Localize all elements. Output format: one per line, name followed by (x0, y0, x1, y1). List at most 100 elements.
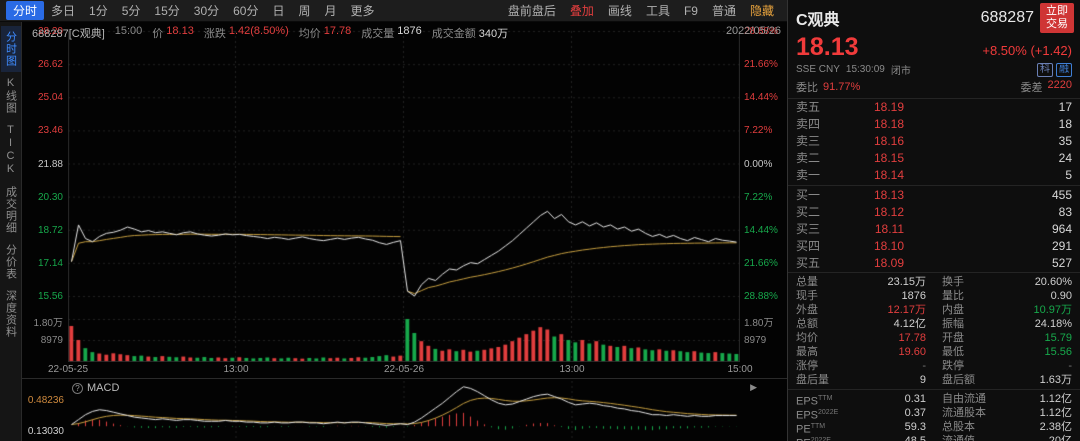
order-qty: 18 (1058, 117, 1072, 131)
tool-button[interactable]: 工具 (645, 4, 670, 18)
time-tick: 13:00 (559, 364, 585, 375)
macd-title[interactable]: MACD (87, 382, 120, 394)
tool-button[interactable]: F9 (683, 3, 698, 18)
sidebar-tab[interactable]: 深度资料 (4, 290, 17, 338)
order-row[interactable]: 买一 18.13 455 (788, 187, 1080, 204)
stat-row: 涨停 - 跌停 - (788, 359, 1080, 373)
order-price: 18.19 (873, 100, 904, 114)
percent-tick: 14.44% (744, 224, 778, 236)
sidebar-tab[interactable]: K线图 (4, 77, 17, 114)
order-row[interactable]: 卖二 18.15 24 (788, 150, 1080, 167)
stat-label: 盘后额 (942, 374, 975, 386)
percent-tick: 28.88% (744, 26, 778, 37)
price-volume-chart-canvas[interactable] (68, 22, 740, 362)
tool-button[interactable]: 普通 (711, 4, 736, 18)
help-icon[interactable]: ? (72, 382, 83, 394)
macd-chart-canvas[interactable] (68, 381, 740, 441)
period-tab[interactable]: 日 (272, 4, 285, 18)
field-value: 340万 (478, 28, 509, 40)
macd-max-label: 0.48236 (27, 395, 64, 406)
stock-badge: 融 (1056, 62, 1072, 77)
period-tab[interactable]: 更多 (350, 4, 375, 18)
period-tab[interactable]: 60分 (233, 4, 259, 18)
chart-header-field: 涨跌 1.42(8.50%) (204, 25, 289, 40)
tool-button[interactable]: 盘前盘后 (507, 4, 556, 18)
stat-cell: 均价 17.78 (788, 331, 934, 345)
chart-header-field: 成交金额 340万 (432, 25, 509, 40)
period-tab[interactable]: 月 (324, 4, 337, 18)
trade-now-button[interactable]: 立即交易 (1040, 3, 1074, 33)
order-row[interactable]: 卖三 18.16 35 (788, 133, 1080, 150)
quote-head: C观典 688287 立即交易 (788, 0, 1080, 33)
order-qty: 24 (1058, 151, 1072, 165)
fin-label: 总股本 (942, 421, 975, 433)
stat-label: 涨停 (796, 360, 818, 372)
period-tab[interactable]: 周 (298, 4, 311, 18)
order-level-label: 卖四 (796, 117, 821, 131)
order-row[interactable]: 卖五 18.19 17 (788, 99, 1080, 116)
order-row[interactable]: 买二 18.12 83 (788, 204, 1080, 221)
tool-button[interactable]: 隐藏 (749, 4, 774, 18)
fin-label: EPS2022E (796, 409, 839, 422)
stat-cell: 外盘 12.17万 (788, 303, 934, 317)
expand-arrow-icon[interactable]: ▶ (750, 382, 757, 392)
fin-row: EPS2022E 0.37 流通股本 1.12亿 (788, 406, 1080, 422)
fin-row: PE2022E 48.5 流通值 20亿 (788, 434, 1080, 441)
period-tab[interactable]: 多日 (51, 4, 76, 18)
sidebar-tab[interactable]: 分时图 (0, 26, 21, 72)
fin-value: 0.37 (904, 407, 926, 419)
stat-row: 盘后量 9 盘后额 1.63万 (788, 373, 1080, 387)
sidebar-tab[interactable]: TICK (4, 124, 17, 176)
stat-value: 17.78 (898, 332, 926, 344)
stats-block: 总量 23.15万 换手 20.60% 现手 1876 量比 0.90 外盘 12.17万 内盘 10… (788, 272, 1080, 389)
price-tick: 26.62 (37, 59, 63, 71)
weicha-label: 委差 (1020, 82, 1043, 94)
order-row[interactable]: 卖一 18.14 5 (788, 167, 1080, 184)
stat-label: 盘后量 (796, 374, 829, 386)
order-price: 18.11 (874, 222, 904, 236)
stat-row: 均价 17.78 开盘 15.79 (788, 331, 1080, 345)
percent-tick: 21.66% (744, 257, 778, 269)
sidebar-tab[interactable]: 分价表 (4, 244, 17, 280)
time-tick: 13:00 (223, 364, 249, 375)
period-tab[interactable]: 分时 (6, 1, 45, 20)
stat-value: 1876 (901, 290, 926, 302)
order-row[interactable]: 买三 18.11 964 (788, 221, 1080, 238)
stat-row: 最高 19.60 最低 15.56 (788, 345, 1080, 359)
percent-tick: 7.22% (744, 191, 773, 203)
tool-button[interactable]: 画线 (607, 4, 632, 18)
field-label: 成交量 (361, 28, 395, 40)
percent-tick: 7.22% (744, 125, 773, 137)
period-tab[interactable]: 15分 (154, 4, 180, 18)
stock-name: C观典 (796, 12, 840, 29)
quote-time: 15:30:09 (845, 64, 885, 75)
period-tab[interactable]: 1分 (89, 4, 108, 18)
order-qty: 455 (1051, 188, 1072, 202)
fin-value: 20亿 (1048, 435, 1072, 441)
fin-cell: 流通值 20亿 (934, 434, 1080, 441)
fin-value: 0.31 (904, 393, 926, 405)
volume-tick: 1.80万 (33, 318, 63, 329)
fin-value: 2.38亿 (1039, 421, 1072, 433)
period-tab[interactable]: 5分 (121, 4, 141, 18)
order-row[interactable]: 买五 18.09 527 (788, 255, 1080, 272)
stat-cell: 盘后额 1.63万 (934, 373, 1080, 387)
tool-button[interactable]: 叠加 (569, 4, 594, 18)
fin-value: 48.5 (904, 435, 926, 441)
stat-label: 总额 (796, 318, 818, 330)
order-row[interactable]: 买四 18.10 291 (788, 238, 1080, 255)
stat-cell: 开盘 15.79 (934, 331, 1080, 345)
fin-value: 1.12亿 (1039, 393, 1072, 405)
order-price: 18.15 (873, 151, 904, 165)
field-label: 均价 (298, 28, 321, 40)
time-tick: 22-05-26 (383, 364, 425, 375)
stat-label: 外盘 (796, 304, 818, 316)
order-row[interactable]: 卖四 18.18 18 (788, 116, 1080, 133)
sidebar-tab[interactable]: 成交明细 (4, 186, 17, 234)
fin-row: EPSTTM 0.31 自由流通 1.12亿 (788, 392, 1080, 408)
price-tick: 15.56 (37, 291, 63, 302)
orderbook-divider (788, 185, 1080, 186)
order-level-label: 卖五 (796, 100, 821, 114)
period-tab[interactable]: 30分 (193, 4, 220, 18)
